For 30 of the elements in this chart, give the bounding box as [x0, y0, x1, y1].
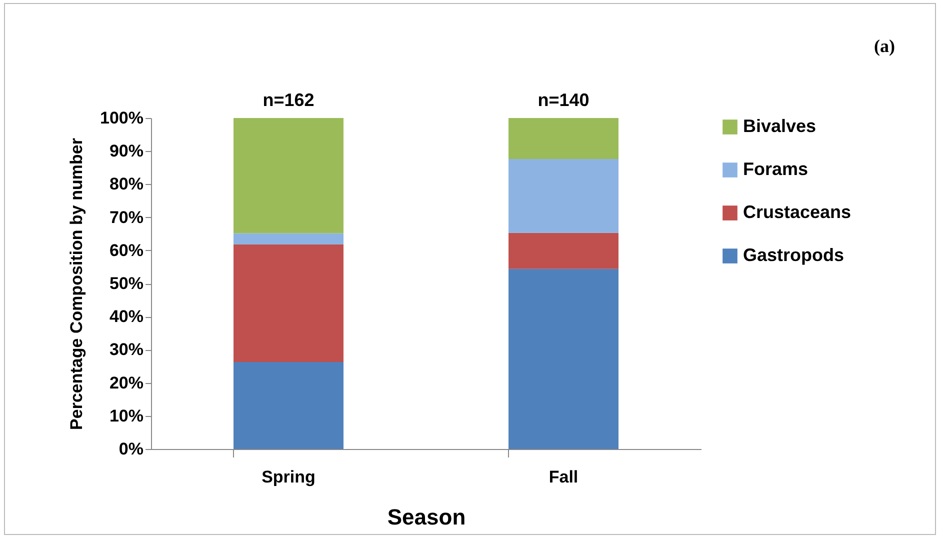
bar	[508, 232, 618, 269]
y-tick-label: 70%	[109, 208, 144, 227]
x-tick-label: Fall	[548, 468, 578, 486]
bar	[234, 118, 344, 234]
bar	[508, 159, 618, 233]
text: (a)	[874, 36, 895, 57]
annotation: n=140	[538, 90, 590, 110]
bar	[234, 244, 344, 362]
bar	[234, 362, 344, 449]
legend-label: Bivalves	[743, 116, 816, 136]
legend-label: Crustaceans	[743, 202, 852, 222]
x-tick-label: Spring	[262, 468, 316, 486]
bar	[234, 233, 344, 244]
y-tick-label: 10%	[109, 406, 144, 426]
bar	[508, 268, 618, 449]
x-axis-title: Season	[387, 504, 466, 530]
y-tick-label: 20%	[109, 373, 144, 392]
y-tick-label: 50%	[109, 274, 144, 293]
annotation: n=162	[262, 90, 314, 110]
y-tick-label: 30%	[109, 340, 144, 360]
bar	[508, 118, 618, 160]
y-tick-label: 60%	[109, 240, 144, 260]
y-tick-label: 90%	[109, 142, 144, 161]
legend-label: Gastropods	[743, 245, 844, 265]
y-axis-title: Percentage Composition by number	[67, 138, 86, 430]
y-tick-label: 100%	[100, 108, 144, 128]
legend-label: Forams	[743, 159, 808, 179]
y-tick-label: 40%	[109, 307, 144, 326]
y-tick-label: 0%	[118, 440, 144, 458]
y-tick-label: 80%	[109, 174, 144, 194]
